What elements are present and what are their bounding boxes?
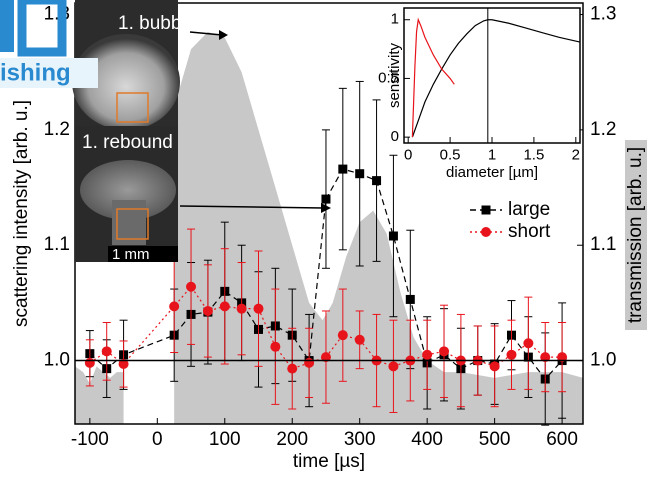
series-line — [89, 285, 563, 370]
logo: ishing — [0, 0, 98, 88]
marker — [118, 359, 129, 370]
marker — [270, 341, 281, 352]
marker — [84, 357, 95, 368]
x-tick-label: 400 — [411, 429, 443, 450]
marker — [388, 231, 398, 241]
y-tick-label: 1.1 — [44, 234, 70, 255]
x-axis-title: time [µs] — [293, 451, 365, 472]
marker — [439, 346, 450, 357]
y2-tick-label: 1.1 — [590, 234, 616, 255]
marker — [337, 330, 348, 341]
x-tick-label: 0 — [404, 147, 412, 164]
legend-label: short — [508, 221, 551, 242]
y2-title-bg — [625, 140, 647, 330]
x-tick-label: 0.5 — [440, 147, 461, 164]
transmission-area — [75, 31, 583, 424]
legend-label: large — [508, 199, 550, 220]
marker — [405, 294, 415, 304]
y2-tick-label: 1.2 — [590, 119, 616, 140]
y-axis-title: scattering intensity [arb. u.] — [11, 100, 32, 327]
arrow-head — [219, 30, 228, 40]
photo-label: 1. rebound — [82, 132, 173, 153]
y-tick-label: 1.0 — [44, 350, 70, 371]
marker — [320, 352, 331, 363]
x-axis-title: diameter [µm] — [446, 164, 538, 181]
series-line — [411, 17, 455, 138]
arrow — [179, 205, 324, 209]
marker — [219, 301, 230, 312]
marker — [489, 361, 500, 372]
marker — [355, 169, 365, 179]
series-line — [411, 19, 581, 138]
y-tick-label: 0.5 — [378, 69, 399, 86]
arrow — [189, 31, 223, 36]
plot-background — [404, 8, 580, 143]
marker — [372, 176, 382, 186]
marker — [236, 303, 247, 314]
main-plot: -100 0 100 200 300 400 500 6001.01.11.21.31.01.… — [11, 2, 647, 472]
marker — [422, 349, 433, 360]
marker — [321, 194, 331, 204]
y-tick-label: 1 — [391, 11, 399, 28]
legend-marker — [481, 227, 491, 237]
marker — [540, 352, 551, 363]
x-tick-label: 200 — [276, 429, 308, 450]
photo-label: 1. bubble — [118, 13, 196, 34]
marker — [388, 361, 399, 372]
bubble — [72, 34, 180, 130]
rebound-cap — [80, 160, 176, 220]
x-tick-label: 1 — [488, 147, 496, 164]
marker — [557, 352, 568, 363]
x-tick-label: 2 — [572, 147, 580, 164]
x-tick-label: 0 — [152, 429, 163, 450]
x-tick-label: 1.5 — [523, 147, 544, 164]
marker — [287, 363, 298, 374]
scale-bar — [108, 246, 178, 262]
photo-panel: 1. bubble 1. rebound 1 mm — [72, 0, 331, 263]
roi — [116, 92, 149, 123]
x-tick-label: 300 — [344, 429, 376, 450]
y2-tick-label: 1.3 — [590, 4, 616, 25]
marker — [523, 338, 534, 349]
x-tick-label: -100 — [71, 429, 109, 450]
marker — [253, 303, 264, 314]
arrow-head — [321, 203, 331, 213]
y-tick-label: 0 — [391, 128, 399, 145]
legend-marker — [481, 205, 491, 215]
marker — [338, 164, 348, 174]
x-tick-label: 600 — [546, 429, 578, 450]
logo-text: ishing — [0, 59, 71, 86]
marker — [506, 349, 517, 360]
marker — [202, 305, 213, 316]
logo-mark — [0, 0, 14, 52]
marker — [186, 281, 197, 292]
y-axis-title: sensitivity — [386, 42, 403, 108]
marker — [169, 301, 180, 312]
marker — [354, 334, 365, 345]
roi — [116, 208, 149, 240]
marker — [101, 346, 112, 357]
y2-tick-label: 1.0 — [590, 350, 616, 371]
y-tick-label: 1.2 — [44, 119, 70, 140]
y2-axis-title: transmission [arb. u.] — [625, 147, 646, 323]
logo-mark — [17, 0, 67, 57]
marker — [304, 357, 315, 368]
logo-bg — [0, 58, 98, 88]
x-tick-label: 500 — [479, 429, 511, 450]
x-tick-label: 100 — [209, 429, 241, 450]
scale-label: 1 mm — [112, 246, 150, 263]
